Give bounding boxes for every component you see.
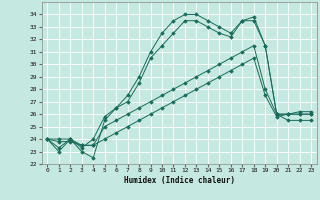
X-axis label: Humidex (Indice chaleur): Humidex (Indice chaleur) [124,176,235,185]
